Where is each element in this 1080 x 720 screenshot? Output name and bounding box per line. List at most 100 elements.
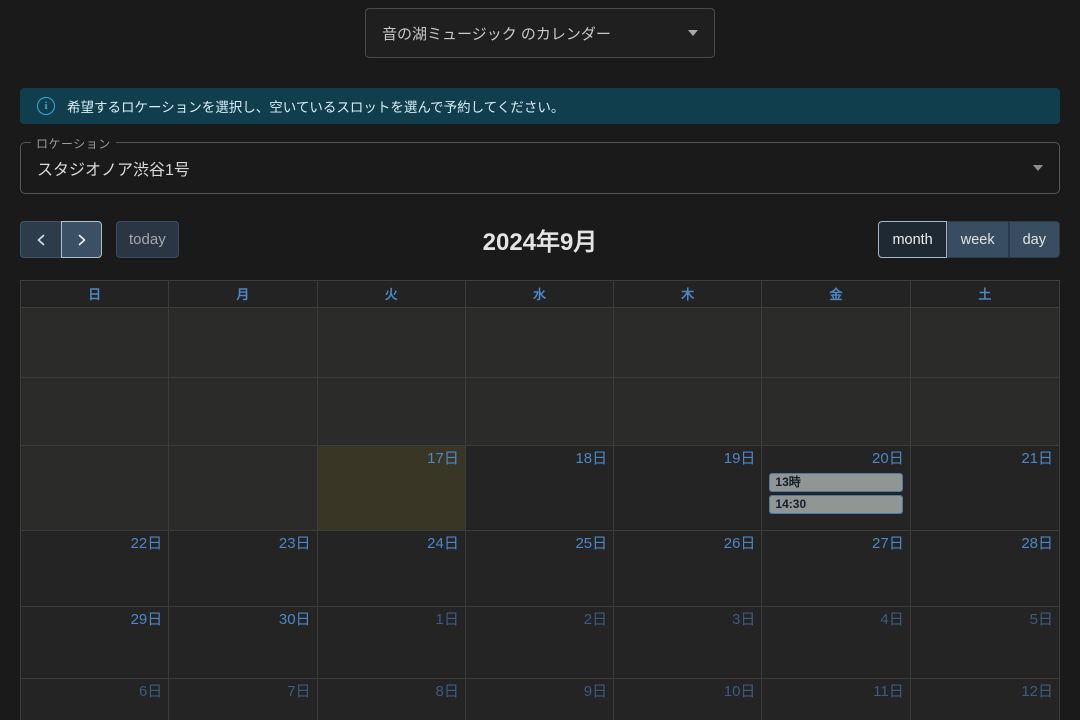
info-alert-text: 希望するロケーションを選択し、空いているスロットを選んで予約してください。 <box>67 100 565 115</box>
day-number: 18日 <box>575 450 608 467</box>
day-cell-empty <box>465 308 615 377</box>
day-number: 6日 <box>138 683 163 700</box>
calendar-select[interactable]: 音の湖ミュージック のカレンダー <box>365 8 715 58</box>
day-cell-18[interactable]: 18日 <box>465 446 615 530</box>
prev-month-button[interactable] <box>20 221 61 258</box>
day-cell-empty <box>21 378 170 445</box>
day-number: 11日 <box>873 683 904 700</box>
day-cell-27[interactable]: 27日 <box>762 531 911 606</box>
day-cell-22[interactable]: 22日 <box>21 531 170 606</box>
weekday-header-sun: 日 <box>21 281 170 307</box>
calendar-toolbar: 2024年9月 today month week day <box>20 221 1060 258</box>
day-cell-26[interactable]: 26日 <box>614 531 763 606</box>
day-cell-empty <box>21 446 170 530</box>
day-cell-3[interactable]: 3日 <box>614 607 763 678</box>
weekday-header-mon: 月 <box>169 281 318 307</box>
weekday-header-row: 日 月 火 水 木 金 土 <box>21 281 1059 307</box>
event-slot[interactable]: 13時 <box>769 473 903 492</box>
day-number: 29日 <box>130 611 163 628</box>
weekday-header-tue: 火 <box>318 281 466 307</box>
day-number: 19日 <box>723 450 756 467</box>
day-cell-6[interactable]: 6日 <box>21 679 170 720</box>
day-cell-7[interactable]: 7日 <box>169 679 318 720</box>
event-slot[interactable]: 14:30 <box>769 495 903 514</box>
day-cell-29[interactable]: 29日 <box>21 607 170 678</box>
day-cell-empty <box>762 378 911 445</box>
month-calendar-grid: 日 月 火 水 木 金 土 17日 18日 19日 20日 13時 14:30 21日 22日… <box>20 280 1060 720</box>
day-cell-12[interactable]: 12日 <box>910 679 1059 720</box>
day-number: 7日 <box>287 683 311 700</box>
day-cell-empty <box>169 378 318 445</box>
day-number: 17日 <box>427 450 459 467</box>
day-cell-empty <box>762 308 911 377</box>
weekday-header-sat: 土 <box>978 287 992 302</box>
calendar-week-row: 29日 30日 1日 2日 3日 4日 5日 <box>21 606 1059 678</box>
day-number: 8日 <box>435 683 459 700</box>
day-cell-8[interactable]: 8日 <box>317 679 466 720</box>
day-cell-24[interactable]: 24日 <box>317 531 466 606</box>
day-cell-21[interactable]: 21日 <box>910 446 1059 530</box>
view-day-button[interactable]: day <box>1008 221 1060 258</box>
calendar-select-value: 音の湖ミュージック のカレンダー <box>382 25 611 43</box>
calendar-week-row <box>21 307 1059 377</box>
day-cell-empty <box>614 308 763 377</box>
day-cell-11[interactable]: 11日 <box>762 679 911 720</box>
day-cell-4[interactable]: 4日 <box>762 607 911 678</box>
weekday-header-fri: 金 <box>762 281 911 307</box>
day-cell-empty <box>317 308 466 377</box>
day-cell-2[interactable]: 2日 <box>465 607 615 678</box>
day-number: 2日 <box>583 611 608 628</box>
chevron-right-icon <box>78 234 85 245</box>
day-cell-empty <box>614 378 763 445</box>
view-button-group: month week day <box>878 221 1060 258</box>
day-cell-25[interactable]: 25日 <box>465 531 615 606</box>
chevron-down-icon <box>688 30 698 36</box>
weekday-header-thu: 木 <box>614 281 763 307</box>
day-cell-empty <box>465 378 615 445</box>
chevron-left-icon <box>37 234 45 245</box>
day-number: 3日 <box>732 611 756 628</box>
location-select-label: ロケーション <box>31 135 116 152</box>
day-cell-empty <box>169 446 318 530</box>
next-month-button[interactable] <box>61 221 102 258</box>
day-number: 30日 <box>278 611 311 628</box>
nav-button-group <box>20 221 102 258</box>
view-month-button[interactable]: month <box>878 221 947 258</box>
chevron-down-icon <box>1033 165 1043 171</box>
weekday-header-wed: 水 <box>466 281 615 307</box>
day-number: 9日 <box>583 683 608 700</box>
day-number: 27日 <box>872 535 904 552</box>
calendar-week-row: 22日 23日 24日 25日 26日 27日 28日 <box>21 530 1059 606</box>
calendar-body: 17日 18日 19日 20日 13時 14:30 21日 22日 23日 24日 25日 26日 27… <box>21 307 1059 720</box>
day-cell-empty <box>910 308 1059 377</box>
day-cell-9[interactable]: 9日 <box>465 679 615 720</box>
day-number: 12日 <box>1021 683 1053 700</box>
info-icon: i <box>37 97 55 115</box>
day-cell-23[interactable]: 23日 <box>169 531 318 606</box>
day-cell-empty <box>910 378 1059 445</box>
location-select-value: スタジオノア渋谷1号 <box>37 162 190 179</box>
day-number: 22日 <box>130 535 163 552</box>
day-cell-5[interactable]: 5日 <box>910 607 1059 678</box>
day-number: 24日 <box>427 535 459 552</box>
calendar-week-row <box>21 377 1059 445</box>
view-week-button[interactable]: week <box>946 221 1009 258</box>
day-cell-17[interactable]: 17日 <box>317 446 466 530</box>
day-cell-empty <box>317 378 466 445</box>
day-number: 20日 <box>872 450 904 467</box>
day-cell-19[interactable]: 19日 <box>614 446 763 530</box>
location-select[interactable]: ロケーション スタジオノア渋谷1号 <box>20 135 1060 194</box>
day-number: 25日 <box>575 535 608 552</box>
day-number: 21日 <box>1021 450 1053 467</box>
day-cell-30[interactable]: 30日 <box>169 607 318 678</box>
day-number: 10日 <box>723 683 756 700</box>
info-alert: i 希望するロケーションを選択し、空いているスロットを選んで予約してください。 <box>20 88 1060 124</box>
day-cell-1[interactable]: 1日 <box>317 607 466 678</box>
day-cell-10[interactable]: 10日 <box>614 679 763 720</box>
calendar-week-row: 17日 18日 19日 20日 13時 14:30 21日 <box>21 445 1059 530</box>
calendar-week-row: 6日 7日 8日 9日 10日 11日 12日 <box>21 678 1059 720</box>
day-cell-20[interactable]: 20日 13時 14:30 <box>762 446 911 530</box>
day-cell-28[interactable]: 28日 <box>910 531 1059 606</box>
today-button[interactable]: today <box>116 221 179 258</box>
day-number: 5日 <box>1029 611 1053 628</box>
